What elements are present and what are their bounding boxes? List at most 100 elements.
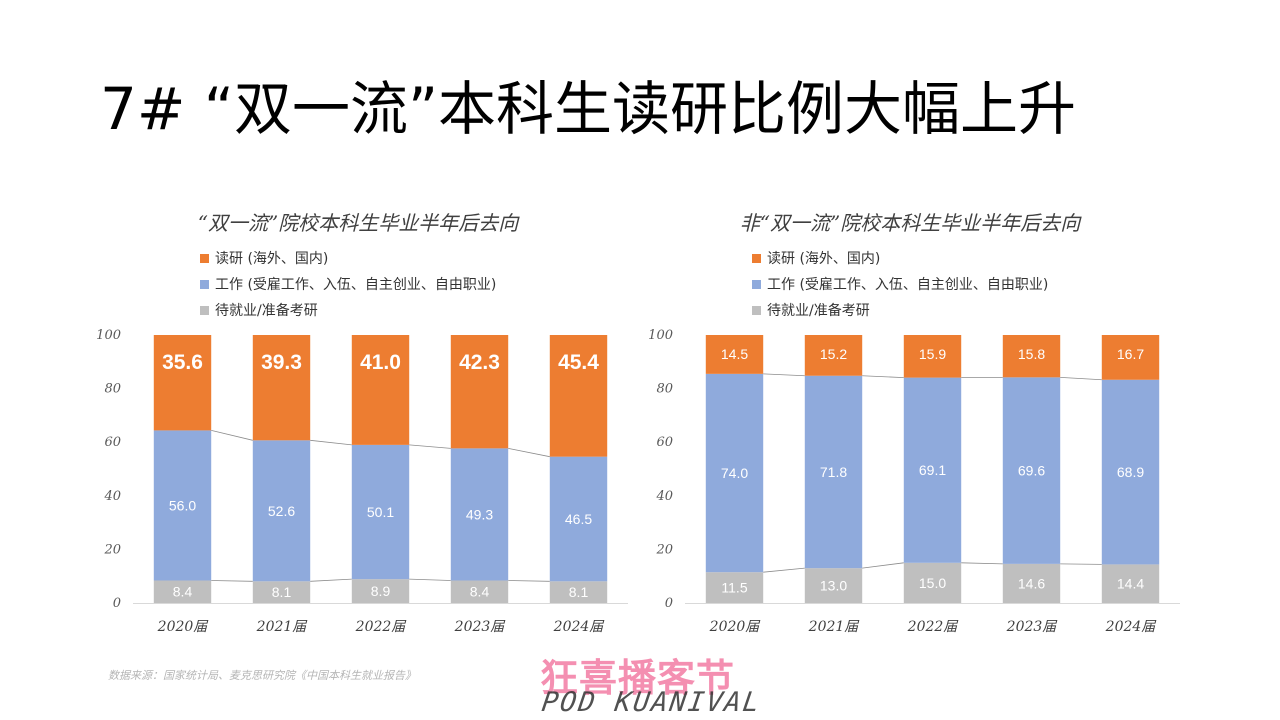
legend-label-study: 读研 (海外、国内) [215,251,329,267]
bar-segment-work [549,456,608,582]
series-connector-line [763,567,805,573]
series-connector-line [862,562,904,569]
series-connector-line [409,444,451,449]
bar-segment-study [549,335,608,457]
chart-legend: 读研 (海外、国内) 工作 (受雇工作、入伍、自主创业、自由职业) 待就业/准备… [200,245,496,323]
bar-segment-work [252,440,311,582]
legend-swatch-work [752,279,761,289]
data-label-study: 41.0 [360,351,401,374]
bar-segment-wait [153,580,212,603]
legend-swatch-work [200,279,209,289]
data-label-work: 52.6 [268,503,295,519]
chart-legend: 读研 (海外、国内) 工作 (受雇工作、入伍、自主创业、自由职业) 待就业/准备… [752,245,1048,323]
chart-plot: 0 20 40 60 80 100 11.5 74.0 14.5 2020届 13.0 71.8 15.… [648,328,1180,635]
data-label-study: 15.8 [1018,346,1045,362]
series-connector-line [508,580,550,582]
series-connector-line [409,578,451,581]
data-label-wait: 8.4 [173,584,193,600]
bar-segment-work [351,444,410,580]
bar-segment-work [1101,379,1160,565]
legend-label-work: 工作 (受雇工作、入伍、自主创业、自由职业) [767,277,1049,293]
y-tick-label: 80 [656,382,673,397]
legend-item-work: 工作 (受雇工作、入伍、自主创业、自由职业) [752,271,1048,297]
legend-label-wait: 待就业/准备考研 [767,303,870,319]
chart-title: “双一流”院校本科生毕业半年后去向 [197,211,519,235]
bar-segment-work [804,375,863,569]
chart-plot: 0 20 40 60 80 100 8.4 56.0 35.6 2020届 8.1 52.6 39.3 2… [96,328,628,635]
data-label-wait: 14.6 [1018,575,1045,591]
x-tick-label: 2022届 [907,619,960,635]
bar-segment-wait [903,562,962,603]
bar-segment-study [351,335,410,445]
bar-segment-wait [450,580,509,603]
y-tick-label: 60 [104,435,121,450]
bar-segment-wait [804,568,863,603]
bar-segment-study [450,335,509,449]
chart-title: 非“双一流”院校本科生毕业半年后去向 [739,211,1081,235]
x-tick-label: 2021届 [256,619,309,635]
series-connector-line [862,375,904,379]
source-note: 数据来源：国家统计局、麦克思研究院《中国本科生就业报告》 [108,669,416,682]
legend-item-wait: 待就业/准备考研 [752,297,1048,323]
bar-segment-study [903,335,962,378]
legend-swatch-study [752,253,761,263]
legend-swatch-study [200,253,209,263]
legend-item-work: 工作 (受雇工作、入伍、自主创业、自由职业) [200,271,496,297]
x-tick-label: 2024届 [1105,619,1158,635]
data-label-study: 42.3 [459,351,500,374]
y-tick-label: 100 [96,328,121,343]
data-label-wait: 14.4 [1117,576,1144,592]
data-label-wait: 8.9 [371,583,391,599]
bar-segment-work [1002,377,1061,564]
data-label-work: 74.0 [721,465,748,481]
y-tick-label: 0 [665,596,673,611]
legend-label-wait: 待就业/准备考研 [215,303,318,319]
bar-segment-work [705,373,764,573]
data-label-work: 71.8 [820,464,847,480]
x-tick-label: 2020届 [157,619,210,635]
podcast-festival-logo: 狂喜播客节 POD KUANIVAL [530,645,764,720]
series-connector-line [310,578,352,582]
bar-segment-wait [1101,564,1160,603]
data-label-study: 14.5 [721,346,748,362]
series-connector-line [211,580,253,582]
data-label-work: 50.1 [367,504,394,520]
data-label-study: 45.4 [558,351,599,374]
bar-segment-work [450,448,509,581]
data-label-wait: 15.0 [919,575,946,591]
legend-label-work: 工作 (受雇工作、入伍、自主创业、自由职业) [215,277,497,293]
bar-segment-study [153,335,212,431]
data-label-study: 15.9 [919,346,946,362]
bar-segment-work [153,430,212,581]
chart-non-double-first-class: 非“双一流”院校本科生毕业半年后去向 读研 (海外、国内) 工作 (受雇工作、入… [640,195,1200,645]
x-tick-label: 2021届 [808,619,861,635]
y-tick-label: 20 [655,542,673,557]
legend-label-study: 读研 (海外、国内) [767,251,881,267]
series-connector-line [763,373,805,377]
logo-text-en: POD KUANIVAL [539,687,764,718]
legend-swatch-wait [200,305,209,315]
bar-segment-study [252,335,311,441]
legend-item-study: 读研 (海外、国内) [752,245,1048,271]
bar-segment-study [804,335,863,376]
series-connector-line [508,447,550,458]
data-label-study: 16.7 [1117,346,1144,362]
data-label-work: 49.3 [466,506,493,522]
y-tick-label: 0 [113,596,121,611]
y-tick-label: 60 [656,435,673,450]
bar-segment-study [1101,335,1160,380]
data-label-work: 69.1 [919,462,946,478]
y-tick-label: 100 [648,328,673,343]
x-tick-label: 2022届 [355,619,408,635]
data-label-wait: 8.1 [272,584,292,600]
y-tick-label: 40 [655,489,673,504]
y-tick-label: 40 [103,489,121,504]
data-label-work: 69.6 [1018,463,1045,479]
bar-segment-wait [351,579,410,603]
x-tick-label: 2024届 [553,619,606,635]
bar-segment-work [903,377,962,563]
y-tick-label: 20 [103,542,121,557]
series-connector-line [310,439,352,446]
data-label-work: 46.5 [565,511,592,527]
series-connector-line [211,430,253,441]
